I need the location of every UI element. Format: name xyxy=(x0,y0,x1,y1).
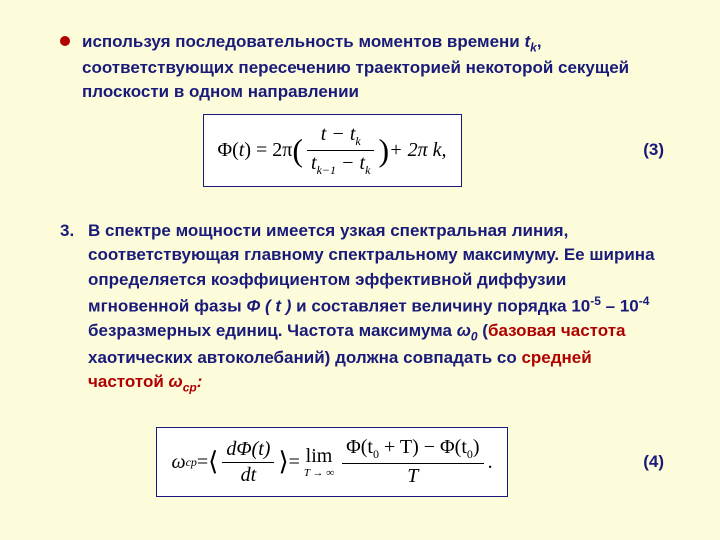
bullet-line1-pre: используя последовательность моментов вр… xyxy=(82,32,524,51)
eq4-eq2: = xyxy=(289,451,300,474)
bullet-text: используя последовательность моментов вр… xyxy=(82,30,670,104)
eq4-frac2: Φ(t0 + T) − Φ(t0) T xyxy=(342,436,483,488)
item3-phi: Φ ( t ) xyxy=(246,296,291,315)
eq4-lim: lim T → ∞ xyxy=(304,445,334,479)
eq4-frac2-bot: T xyxy=(403,464,422,488)
eq4-lim-cond: T → ∞ xyxy=(304,467,334,479)
item3-red1: базовая частота xyxy=(488,321,626,340)
item3-omegacp-sub: ср xyxy=(183,381,197,395)
eq4-angle-r: ⟩ xyxy=(278,449,288,475)
numbered-item-3: 3. В спектре мощности имеется узкая спек… xyxy=(60,219,670,397)
item3-p3: – 10 xyxy=(601,296,639,315)
eq3-close-eq: ) = 2π xyxy=(244,139,292,162)
eq3-den-mid: − t xyxy=(336,152,365,174)
bullet-item: используя последовательность моментов вр… xyxy=(60,30,670,104)
bullet-var-sub: k xyxy=(530,40,537,54)
item3-sup1: -5 xyxy=(590,294,601,308)
eq4-eq: = xyxy=(197,451,208,474)
item3-number: 3. xyxy=(60,219,88,244)
eq3-phi: Φ( xyxy=(218,139,239,162)
eq3-lparen: ( xyxy=(292,134,303,166)
eq4-frac1-bot: dt xyxy=(237,463,261,487)
equation-4-row: ωср = ⟨ dΦ(t) dt ⟩ = lim T → ∞ Φ(t0 + T)… xyxy=(60,427,670,497)
eq4-angle-l: ⟨ xyxy=(208,449,218,475)
eq4-frac2-top: Φ(t0 + T) − Φ(t0) xyxy=(342,436,483,463)
eq4-lhs-sym: ω xyxy=(171,451,185,474)
item3-sup2: -4 xyxy=(639,294,650,308)
eq3-num-left: t − t xyxy=(321,123,356,145)
equation-3-row: Φ(t) = 2π ( t − tk tk−1 − tk ) + 2π k, (… xyxy=(60,114,670,187)
item3-omega0: ω xyxy=(457,321,471,340)
item3-omegacp: ω xyxy=(169,372,183,391)
eq3-frac-num: t − tk xyxy=(317,123,365,150)
item3-text: В спектре мощности имеется узкая спектра… xyxy=(88,219,670,397)
bullet-line2: соответствующих пересечению траекторией … xyxy=(82,58,629,101)
equation-4-box: ωср = ⟨ dΦ(t) dt ⟩ = lim T → ∞ Φ(t0 + T)… xyxy=(156,427,507,497)
bullet-dot-icon xyxy=(60,36,70,46)
equation-4-label: (4) xyxy=(604,452,670,472)
eq3-tail: + 2π k, xyxy=(389,139,446,162)
eq3-num-sub: k xyxy=(355,134,360,148)
eq3-fraction: t − tk tk−1 − tk xyxy=(307,123,374,178)
eq4-frac1-top: dΦ(t) xyxy=(222,438,274,462)
item3-p2: и составляет величину порядка 10 xyxy=(291,296,590,315)
eq3-den-sub1: k−1 xyxy=(317,163,336,177)
eq4-lhs-sub: ср xyxy=(186,455,197,470)
eq3-den-sub2: k xyxy=(365,163,370,177)
item3-p4: безразмерных единиц. Частота максимума xyxy=(88,321,457,340)
eq4-num: Φ(t xyxy=(346,436,373,458)
equation-4-formula: ωср = ⟨ dΦ(t) dt ⟩ = lim T → ∞ Φ(t0 + T)… xyxy=(171,436,492,488)
eq3-rparen: ) xyxy=(378,134,389,166)
eq4-lim-lbl: lim xyxy=(306,445,333,468)
slide-root: используя последовательность моментов вр… xyxy=(0,0,720,540)
eq4-num-close: ) xyxy=(473,436,480,458)
eq4-num-mid: + T) − Φ(t xyxy=(379,436,467,458)
equation-3-label: (3) xyxy=(604,140,670,160)
item3-omega0-sub: 0 xyxy=(471,329,478,343)
eq3-frac-den: tk−1 − tk xyxy=(307,151,374,178)
item3-p6: хаотических автоколебаний) должна совпад… xyxy=(88,348,521,367)
item3-colon: : xyxy=(197,372,203,391)
equation-3-formula: Φ(t) = 2π ( t − tk tk−1 − tk ) + 2π k, xyxy=(218,123,447,178)
eq4-frac1: dΦ(t) dt xyxy=(222,438,274,487)
bullet-line1-post: , xyxy=(537,32,542,51)
item3-p5: ( xyxy=(478,321,488,340)
eq4-tail: . xyxy=(488,451,493,474)
equation-3-box: Φ(t) = 2π ( t − tk tk−1 − tk ) + 2π k, xyxy=(203,114,462,187)
